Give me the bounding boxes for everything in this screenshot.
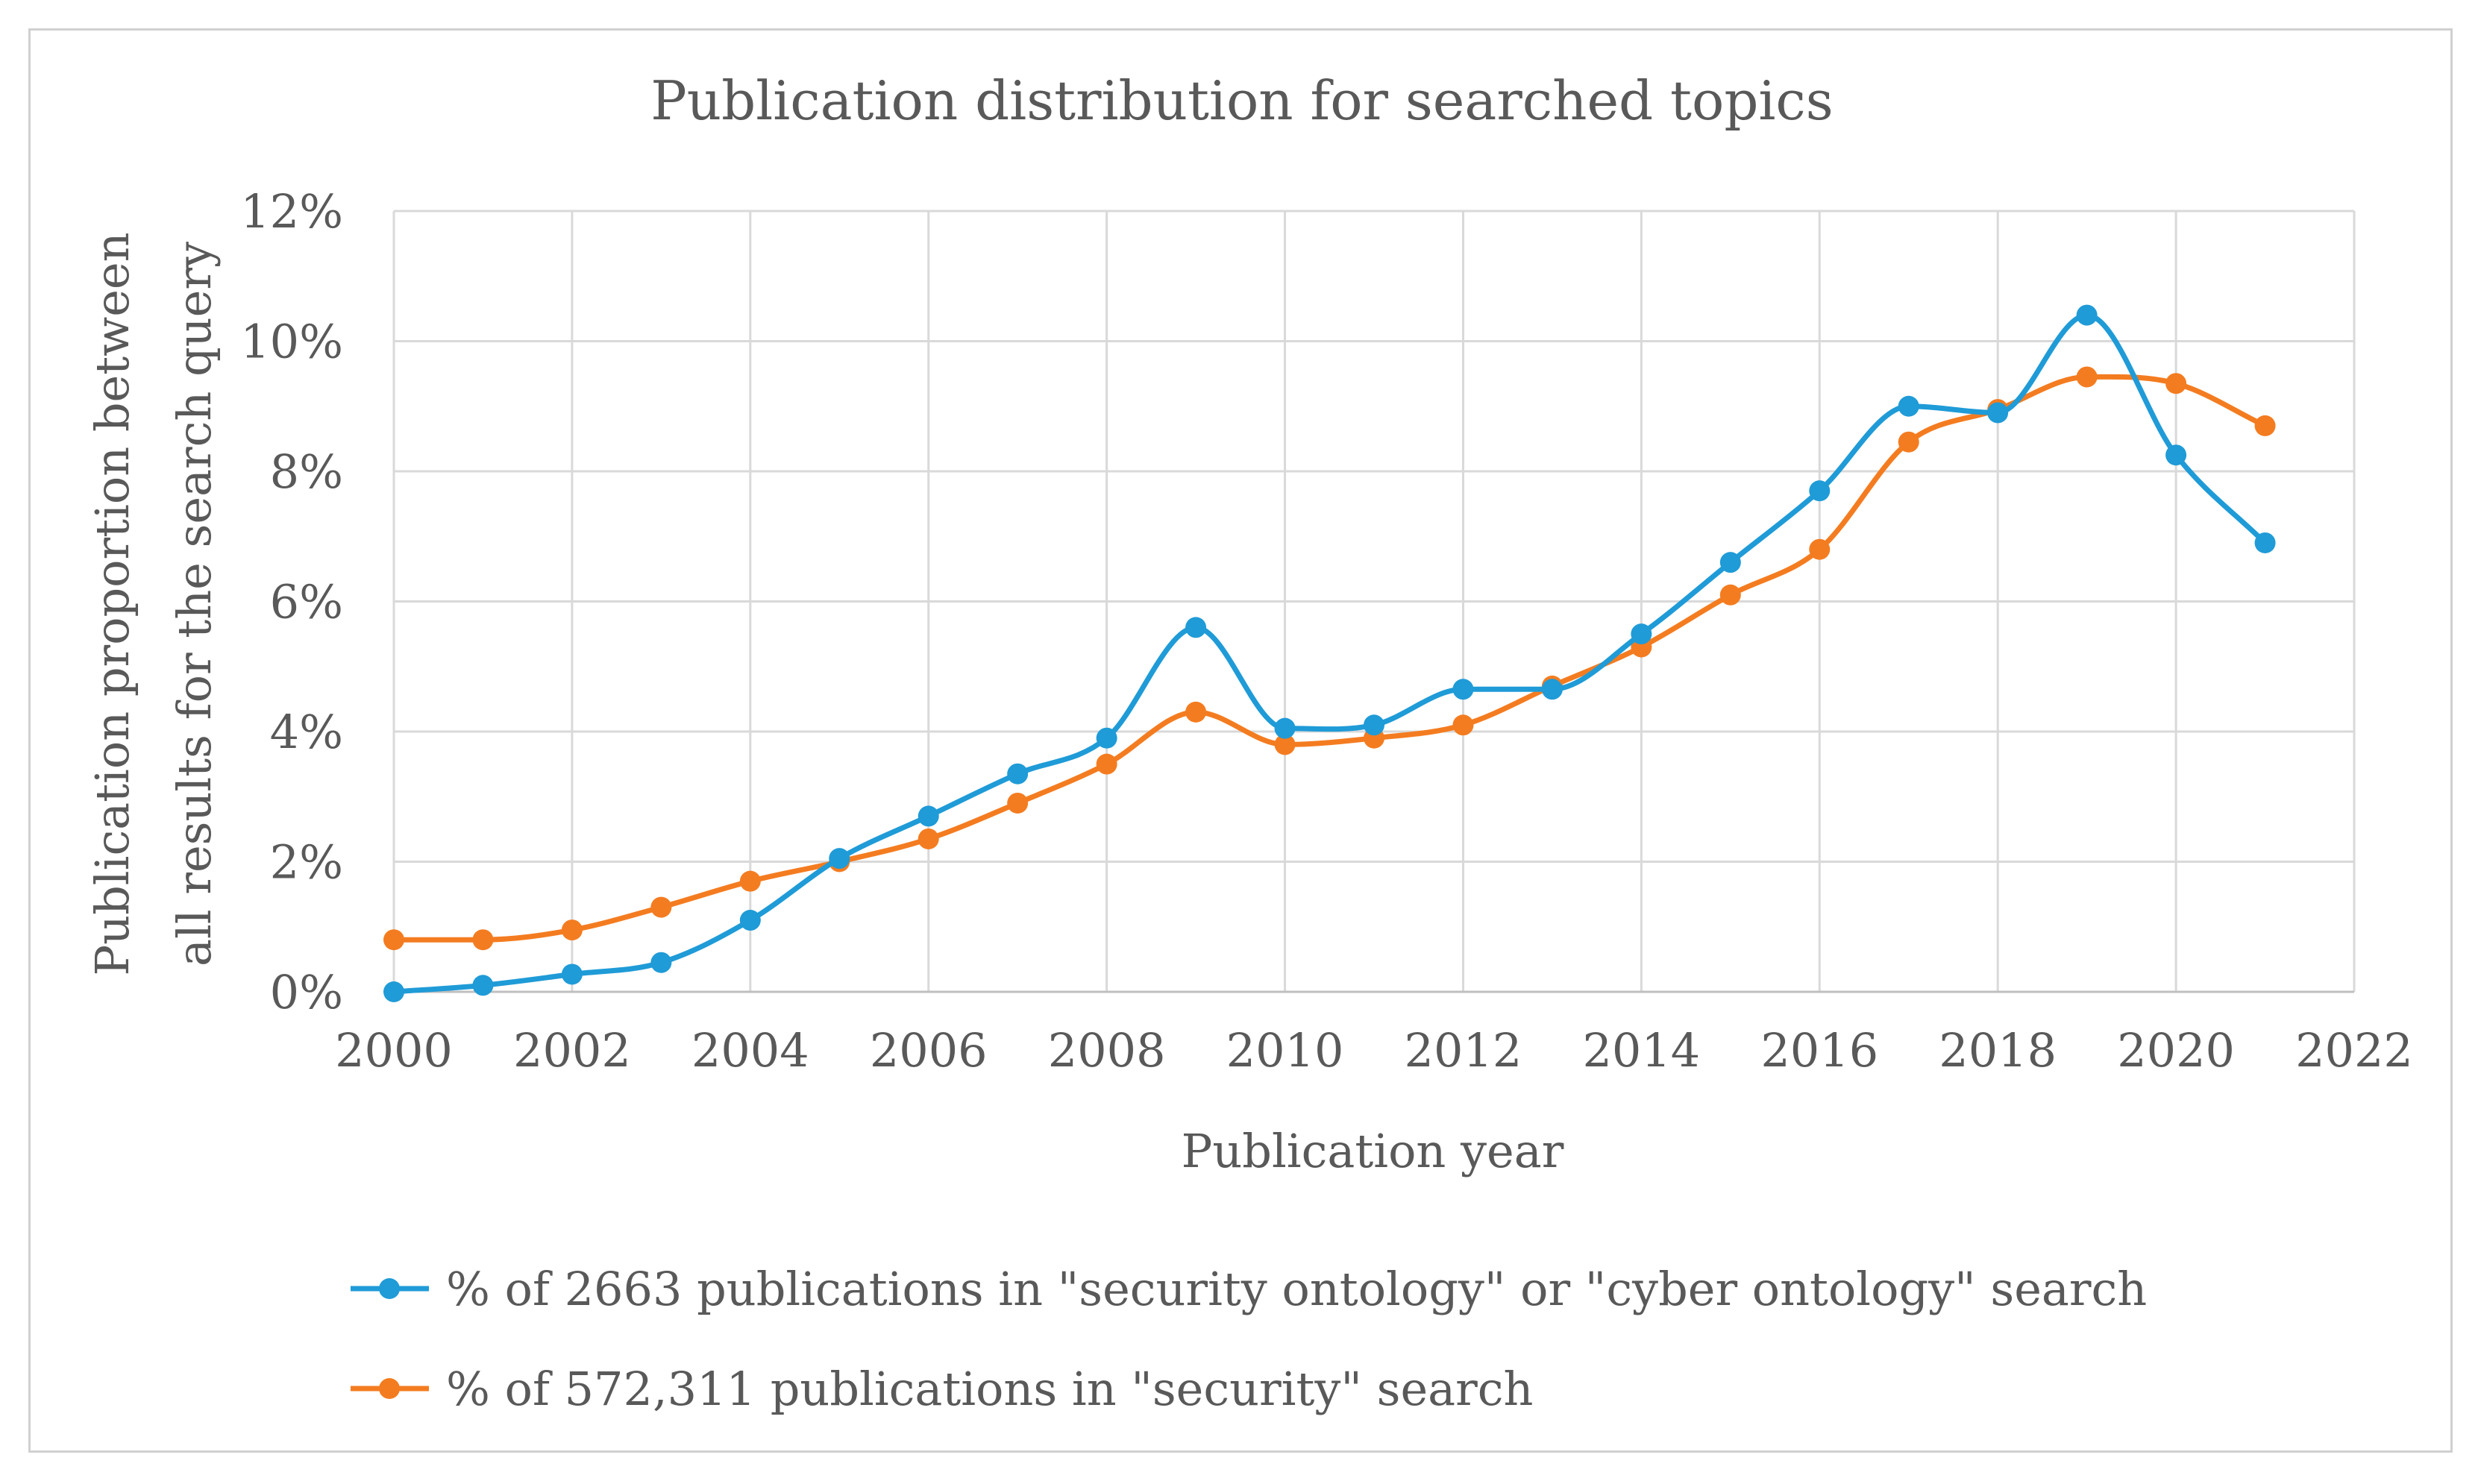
data-point-series-1-2000 <box>383 981 404 1002</box>
data-point-series-2-2016 <box>1809 538 1831 560</box>
x-tick-label: 2004 <box>691 1023 809 1078</box>
x-tick-label: 2010 <box>1226 1023 1344 1078</box>
data-point-series-1-2001 <box>472 975 494 996</box>
data-point-series-1-2012 <box>1452 679 1474 700</box>
data-point-series-2-2004 <box>739 870 761 892</box>
legend-item-series-1: % of 2663 publications in "security onto… <box>351 1262 2147 1316</box>
data-point-series-1-2018 <box>1987 402 2009 424</box>
y-axis-label-line-2: all results for the search query <box>167 242 222 966</box>
legend-swatch-marker-2 <box>379 1378 400 1399</box>
legend-label-2: % of 572,311 publications in "security" … <box>446 1362 1533 1416</box>
data-point-series-1-2011 <box>1364 714 1384 736</box>
legend-label-1: % of 2663 publications in "security onto… <box>446 1262 2147 1316</box>
data-point-series-2-2015 <box>1719 584 1741 606</box>
series-line-2 <box>391 374 2268 943</box>
series-2 <box>383 366 2276 951</box>
legend: % of 2663 publications in "security onto… <box>351 1262 2147 1416</box>
data-point-series-1-2003 <box>650 952 672 973</box>
data-point-series-2-2006 <box>918 828 939 849</box>
series-layer <box>383 304 2276 1002</box>
data-point-series-2-2021 <box>2254 415 2276 436</box>
x-tick-label: 2006 <box>870 1023 988 1078</box>
data-point-series-1-2020 <box>2165 444 2187 466</box>
x-tick-label: 2000 <box>335 1023 453 1078</box>
chart-title: Publication distribution for searched to… <box>650 69 1833 132</box>
data-point-series-1-2016 <box>1809 480 1831 502</box>
y-axis-label-line-1: Publication proportion between <box>85 232 139 975</box>
data-point-series-1-2006 <box>918 805 939 827</box>
x-tick-label: 2020 <box>2117 1023 2235 1078</box>
grid <box>392 210 2356 993</box>
chart-frame <box>28 28 2453 1453</box>
data-point-series-1-2005 <box>829 848 850 870</box>
y-tick-label: 12% <box>240 184 343 239</box>
y-tick-label: 4% <box>270 705 343 759</box>
legend-item-series-2: % of 572,311 publications in "security" … <box>351 1362 1533 1416</box>
x-tick-label: 2022 <box>2295 1023 2413 1078</box>
data-point-series-2-2012 <box>1452 714 1474 736</box>
data-point-series-2-2019 <box>2076 366 2098 388</box>
data-point-series-2-2009 <box>1185 701 1207 723</box>
data-point-series-1-2007 <box>1007 763 1029 785</box>
data-point-series-2-2007 <box>1007 792 1029 814</box>
y-tick-label: 0% <box>270 965 343 1019</box>
x-tick-label: 2018 <box>1939 1023 2057 1078</box>
data-point-series-2-2020 <box>2165 373 2187 394</box>
x-axis-ticks: 2000 2002 2004 2006 2008 2010 2012 2014 2016 2018… <box>335 1023 2413 1078</box>
x-tick-label: 2002 <box>513 1023 631 1078</box>
data-point-series-1-2009 <box>1185 617 1207 638</box>
series-1 <box>383 304 2276 1002</box>
x-tick-label: 2014 <box>1582 1023 1700 1078</box>
data-point-series-2-2008 <box>1096 753 1117 775</box>
data-point-series-2-2002 <box>561 919 583 941</box>
data-point-series-1-2002 <box>561 963 583 985</box>
data-point-series-1-2015 <box>1719 552 1741 573</box>
x-tick-label: 2012 <box>1405 1023 1522 1078</box>
data-point-series-2-2003 <box>650 896 672 918</box>
y-tick-label: 6% <box>270 575 343 629</box>
data-point-series-1-2008 <box>1096 727 1117 749</box>
y-tick-label: 8% <box>270 444 343 499</box>
x-tick-label: 2008 <box>1048 1023 1166 1078</box>
y-tick-label: 2% <box>270 835 343 890</box>
data-point-series-1-2013 <box>1541 679 1563 700</box>
y-tick-label: 10% <box>240 315 343 369</box>
data-point-series-1-2021 <box>2254 532 2276 553</box>
data-point-series-1-2004 <box>739 910 761 931</box>
data-point-series-2-2000 <box>383 929 404 951</box>
data-point-series-1-2017 <box>1898 395 1919 417</box>
data-point-series-1-2010 <box>1274 717 1296 739</box>
data-point-series-2-2010 <box>1274 734 1296 755</box>
data-point-series-1-2019 <box>2076 304 2098 326</box>
y-axis-ticks: 0% 2% 4% 6% 8% 10% 12% <box>240 184 343 1019</box>
series-line-1 <box>391 312 2268 995</box>
legend-swatch-marker-1 <box>379 1278 400 1299</box>
data-point-series-2-2001 <box>472 929 494 951</box>
x-tick-label: 2016 <box>1760 1023 1878 1078</box>
data-point-series-1-2014 <box>1631 623 1652 645</box>
x-axis-label: Publication year <box>1182 1124 1564 1178</box>
data-point-series-2-2017 <box>1898 431 1919 453</box>
